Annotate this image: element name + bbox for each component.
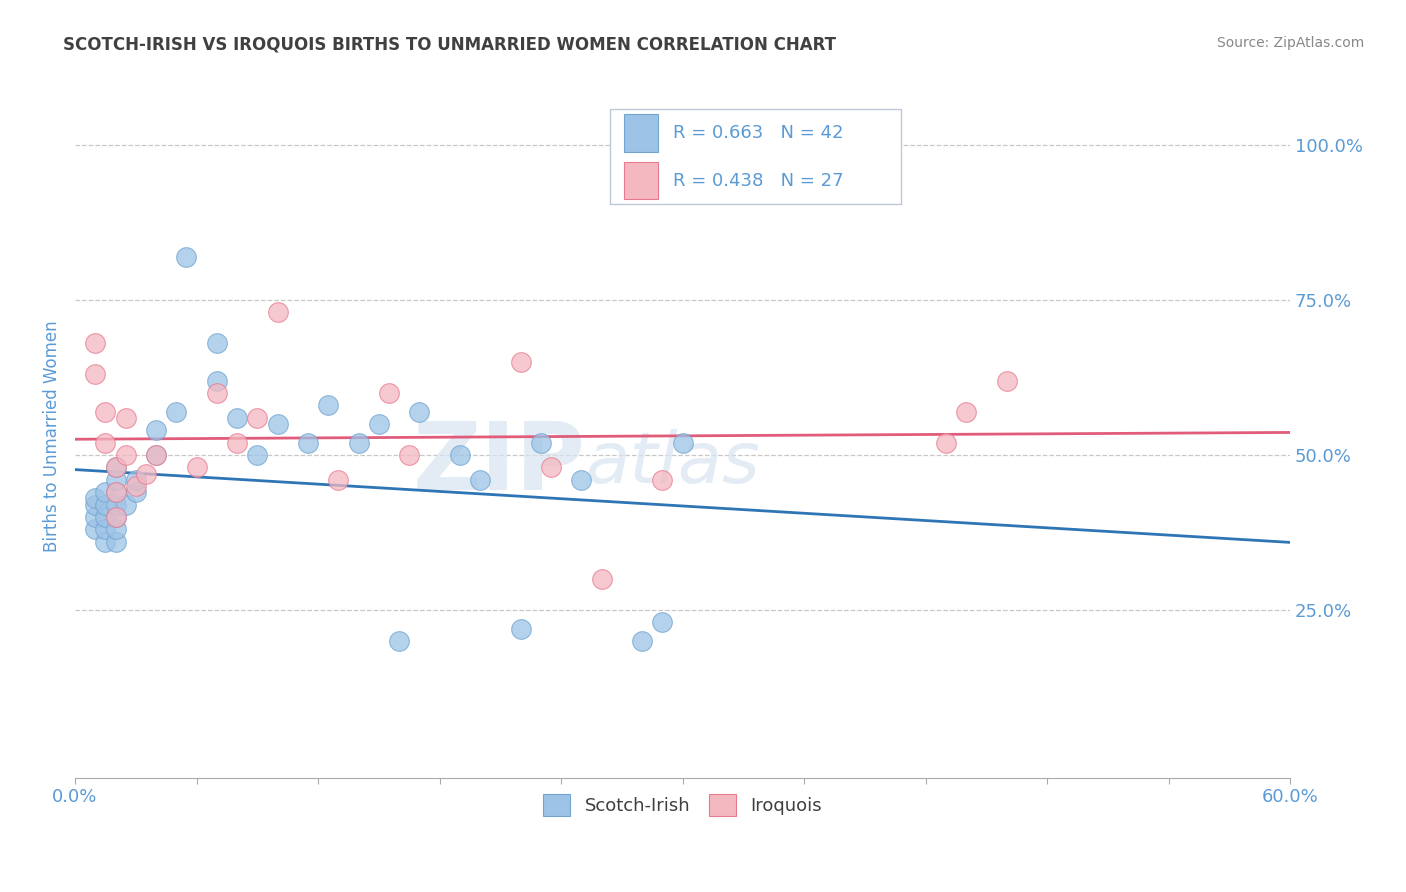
Point xyxy=(104,460,127,475)
Text: Source: ZipAtlas.com: Source: ZipAtlas.com xyxy=(1216,36,1364,50)
Point xyxy=(297,435,319,450)
Point xyxy=(145,423,167,437)
Point xyxy=(226,410,249,425)
Point xyxy=(165,404,187,418)
Point xyxy=(347,435,370,450)
Point xyxy=(266,417,288,431)
Point xyxy=(104,473,127,487)
Point xyxy=(84,510,107,524)
Point xyxy=(104,523,127,537)
Point xyxy=(651,615,673,630)
Y-axis label: Births to Unmarried Women: Births to Unmarried Women xyxy=(44,320,60,552)
Point xyxy=(104,510,127,524)
Text: R = 0.438   N = 27: R = 0.438 N = 27 xyxy=(673,171,844,190)
Point xyxy=(316,398,339,412)
Point xyxy=(145,448,167,462)
Point xyxy=(671,435,693,450)
Point xyxy=(104,485,127,500)
Point xyxy=(328,473,350,487)
Point xyxy=(995,374,1018,388)
Point xyxy=(509,622,531,636)
Point xyxy=(631,634,654,648)
Point xyxy=(114,498,136,512)
Legend: Scotch-Irish, Iroquois: Scotch-Irish, Iroquois xyxy=(536,787,830,823)
Point xyxy=(84,368,107,382)
Point xyxy=(104,485,127,500)
Point xyxy=(125,485,148,500)
Point xyxy=(449,448,471,462)
Point xyxy=(509,355,531,369)
Point xyxy=(205,374,228,388)
Point xyxy=(114,448,136,462)
Point xyxy=(246,410,269,425)
Point xyxy=(176,250,198,264)
Point xyxy=(468,473,491,487)
Point xyxy=(94,485,117,500)
Point xyxy=(94,404,117,418)
Point xyxy=(388,634,411,648)
Point xyxy=(226,435,249,450)
Point xyxy=(135,467,157,481)
Point xyxy=(651,473,673,487)
Point xyxy=(84,336,107,351)
Text: atlas: atlas xyxy=(585,429,759,499)
Point xyxy=(84,491,107,506)
Point xyxy=(125,473,148,487)
Point xyxy=(94,498,117,512)
Point xyxy=(104,510,127,524)
Point xyxy=(94,523,117,537)
Point xyxy=(94,435,117,450)
Point xyxy=(145,448,167,462)
Point xyxy=(378,386,401,401)
Point xyxy=(84,498,107,512)
Text: ZIP: ZIP xyxy=(412,417,585,509)
Text: SCOTCH-IRISH VS IROQUOIS BIRTHS TO UNMARRIED WOMEN CORRELATION CHART: SCOTCH-IRISH VS IROQUOIS BIRTHS TO UNMAR… xyxy=(63,36,837,54)
Point xyxy=(398,448,420,462)
Point xyxy=(367,417,389,431)
Point xyxy=(84,523,107,537)
Point xyxy=(408,404,430,418)
Bar xyxy=(624,161,658,199)
Point xyxy=(955,404,977,418)
Point xyxy=(104,498,127,512)
Text: R = 0.663   N = 42: R = 0.663 N = 42 xyxy=(673,124,844,142)
Point xyxy=(94,534,117,549)
Point xyxy=(246,448,269,462)
Point xyxy=(94,510,117,524)
Point xyxy=(540,460,562,475)
Point xyxy=(935,435,957,450)
Bar xyxy=(610,109,901,204)
Point xyxy=(266,305,288,319)
Point xyxy=(186,460,208,475)
Point xyxy=(205,386,228,401)
Point xyxy=(104,534,127,549)
Point xyxy=(591,572,613,586)
Bar xyxy=(624,114,658,152)
Point xyxy=(569,473,592,487)
Point xyxy=(114,410,136,425)
Point xyxy=(530,435,553,450)
Point xyxy=(104,460,127,475)
Point xyxy=(205,336,228,351)
Point xyxy=(125,479,148,493)
